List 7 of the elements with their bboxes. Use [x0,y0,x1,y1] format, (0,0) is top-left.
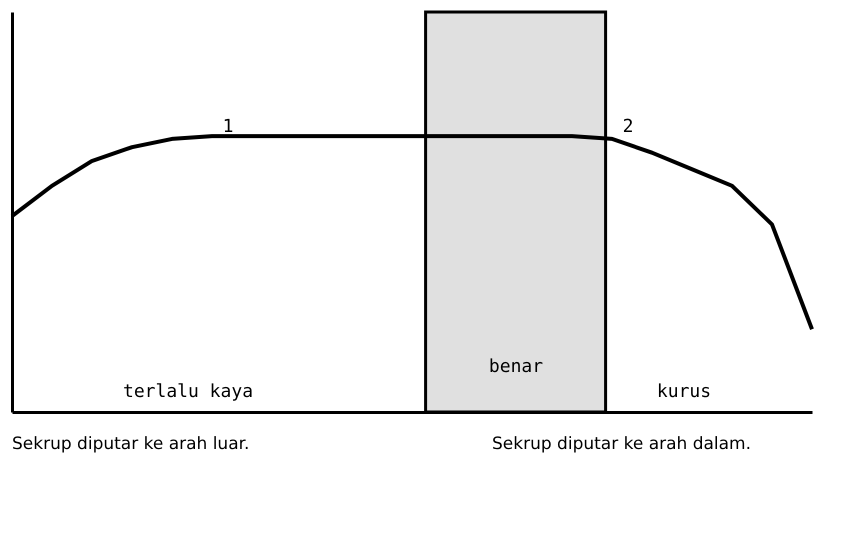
annotation: benar [488,356,544,377]
annotation: 1 [222,116,234,137]
annotation: terlalu kaya [122,381,254,402]
annotation: 2 [622,116,634,137]
text: Sekrup diputar ke arah luar. [12,434,250,454]
text: Sekrup diputar ke arah dalam. [492,434,752,454]
annotation: kurus [656,381,712,402]
